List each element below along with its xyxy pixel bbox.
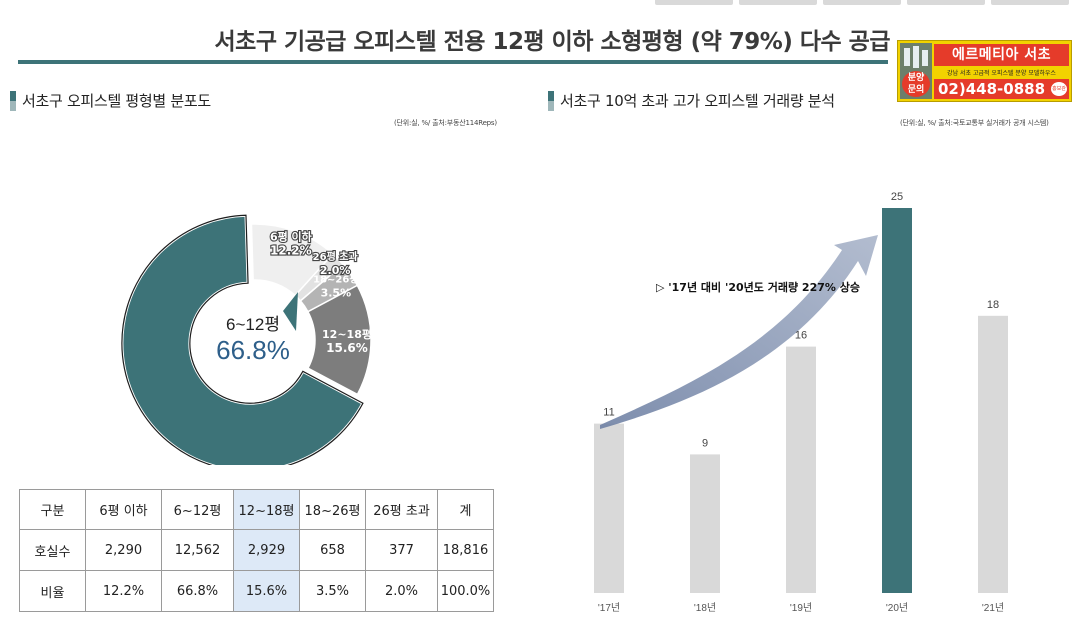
donut-label-name: 26평 초과 <box>313 250 359 263</box>
table-cell: 2,929 <box>233 529 300 571</box>
x-tick-label: '19년 <box>790 602 812 614</box>
ad-phone[interactable]: 02)448-0888 <box>934 79 1069 99</box>
top-tab[interactable] <box>655 0 733 5</box>
top-tab[interactable] <box>739 0 817 5</box>
ad-subtitle: 강남 서초 고급적 오피스텔 분양 모델하우스 <box>947 70 1056 77</box>
table-cell: 2.0% <box>365 570 438 612</box>
bar <box>882 208 912 593</box>
bar <box>786 346 816 593</box>
bar-value-label: 16 <box>795 330 807 342</box>
left-section-title: 서초구 오피스텔 평형별 분포도 <box>10 90 211 111</box>
bar <box>594 423 624 593</box>
page-title: 서초구 기공급 오피스텔 전용 12평 이하 소형평형 (약 79%) 다수 공… <box>214 29 891 55</box>
table-header-cell: 6~12평 <box>161 489 234 530</box>
bar <box>978 315 1008 593</box>
bar-value-label: 9 <box>702 437 708 449</box>
table-cell: 658 <box>299 529 366 571</box>
right-section-title-text: 서초구 10억 초과 고가 오피스텔 거래량 분석 <box>560 92 835 110</box>
donut-label-value: 12.2% <box>270 243 312 257</box>
x-tick-label: '20년 <box>886 602 908 614</box>
table-header-cell: 계 <box>437 489 494 530</box>
title-divider <box>18 60 888 64</box>
donut-label-name: 6평 이하 <box>270 229 313 243</box>
ad-name: 에르메티아 서초 <box>934 44 1069 66</box>
donut-center-label: 6~12평 <box>226 315 280 334</box>
bar <box>690 454 720 593</box>
top-tab[interactable] <box>991 0 1069 5</box>
ad-banner[interactable]: 분양 문의 에르메티아 서초 강남 서초 고급적 오피스텔 분양 모델하우스 0… <box>897 40 1072 102</box>
donut-pointer <box>283 292 298 331</box>
top-tabs <box>655 0 1069 5</box>
donut-label-value: 15.6% <box>326 341 368 355</box>
table-header-cell: 구분 <box>19 489 86 530</box>
x-tick-label: '17년 <box>598 602 620 614</box>
table-cell: 66.8% <box>161 570 234 612</box>
top-tab[interactable] <box>907 0 985 5</box>
left-source-note: (단위:실, %/ 출처:부동산114Reps) <box>394 119 497 127</box>
distribution-table: 구분 6평 이하 6~12평 12~18평 18~26평 26평 초과 계 호실수 2,290 1… <box>19 489 494 612</box>
right-section-title: 서초구 10억 초과 고가 오피스텔 거래량 분석 <box>548 90 835 111</box>
section-marker-icon <box>548 90 554 111</box>
donut-slice <box>306 284 372 396</box>
table-cell: 12,562 <box>161 529 234 571</box>
donut-label-name: 12~18평 <box>322 327 372 341</box>
table-header-cell: 26평 초과 <box>365 489 438 530</box>
table-cell: 18,816 <box>437 529 494 571</box>
table-header-cell: 18~26평 <box>299 489 366 530</box>
table-header-row: 구분 6평 이하 6~12평 12~18평 18~26평 26평 초과 계 <box>19 489 494 530</box>
table-cell: 15.6% <box>233 570 300 612</box>
trend-arrow <box>600 235 878 429</box>
chart-annotation: ▷ '17년 대비 '20년도 거래량 227% 상승 <box>656 280 860 294</box>
bar-value-label: 11 <box>603 407 614 419</box>
x-tick-label: '18년 <box>694 602 716 614</box>
table-cell: 377 <box>365 529 438 571</box>
bar-chart: 11 9 16 25 18 '17년 '18년 '19년 '20년 '21년 ▷ '17년 대비… <box>594 191 1008 614</box>
table-cell: 100.0% <box>437 570 494 612</box>
ad-badge-line2: 문의 <box>907 85 925 95</box>
donut-label-value: 3.5% <box>321 287 352 300</box>
left-section-title-text: 서초구 오피스텔 평형별 분포도 <box>22 92 211 110</box>
bar-value-label: 18 <box>987 299 999 311</box>
table-row: 호실수 2,290 12,562 2,929 658 377 18,816 <box>19 529 494 571</box>
table-cell: 2,290 <box>85 529 162 571</box>
x-tick-label: '21년 <box>982 602 1004 614</box>
donut-label-name: 18~26평 <box>313 273 358 286</box>
bar-value-label: 25 <box>891 191 903 203</box>
donut-slice-outline <box>121 214 364 465</box>
table-cell: 비율 <box>19 570 86 612</box>
right-source-note: (단위:실, %/ 출처:국토교통부 실거래가 공개 시스템) <box>900 119 1049 127</box>
table-row: 비율 12.2% 66.8% 15.6% 3.5% 2.0% 100.0% <box>19 570 494 612</box>
top-tab[interactable] <box>823 0 901 5</box>
table-cell: 호실수 <box>19 529 86 571</box>
ad-mini-badge: 홍보관 <box>1051 82 1067 96</box>
table-cell: 12.2% <box>85 570 162 612</box>
ad-badge: 분양 문의 <box>902 71 930 97</box>
ad-badge-line1: 분양 <box>907 73 925 83</box>
section-marker-icon <box>10 90 16 111</box>
table-header-cell: 6평 이하 <box>85 489 162 530</box>
table-cell: 3.5% <box>299 570 366 612</box>
table-header-cell: 12~18평 <box>233 489 300 530</box>
donut-label-value: 2.0% <box>320 264 351 277</box>
donut-center-value: 66.8% <box>216 335 290 365</box>
